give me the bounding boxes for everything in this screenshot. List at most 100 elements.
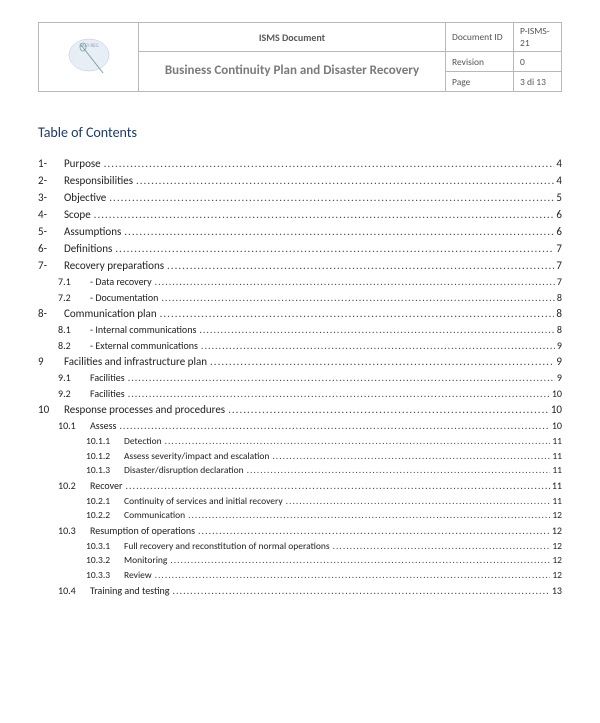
toc-label: - Data recovery: [86, 274, 152, 290]
toc-leader-dots: [196, 322, 555, 338]
toc-page-number: 8: [555, 322, 562, 338]
toc-label: Facilities and infrastructure plan: [60, 353, 207, 370]
toc-leader-dots: [170, 583, 550, 599]
toc-page-number: 4: [554, 172, 562, 189]
toc-entry: 10.1.2Assess severity/impact and escalat…: [38, 449, 562, 464]
toc-page-number: 6: [554, 206, 562, 223]
logo-cell: EASY REG: [39, 23, 139, 92]
toc-page-number: 8: [555, 290, 562, 306]
toc-entry: 7-Recovery preparations 7: [38, 257, 562, 274]
toc-number: 10.2.1: [86, 494, 120, 509]
document-header-table: EASY REG ISMS Document Document ID P-ISM…: [38, 22, 562, 92]
toc-number: 10.1.1: [86, 434, 120, 449]
toc-page-number: 11: [550, 494, 562, 509]
toc-label: Assumptions: [60, 223, 121, 240]
toc-label: Response processes and procedures: [60, 401, 225, 418]
toc-page-number: 5: [554, 189, 562, 206]
page-value: 3 di 13: [514, 72, 562, 92]
toc-page-number: 6: [554, 223, 562, 240]
toc-page-number: 12: [550, 508, 562, 523]
toc-entry: 5-Assumptions6: [38, 223, 562, 240]
toc-page-number: 8: [554, 305, 562, 322]
toc-label: Communication plan: [60, 305, 157, 322]
page-label: Page: [446, 72, 514, 92]
toc-number: 7.1: [58, 274, 86, 290]
toc-label: Purpose: [60, 155, 101, 172]
toc-number: 10.3.2: [86, 553, 120, 568]
toc-page-number: 11: [550, 434, 562, 449]
toc-leader-dots: [167, 553, 550, 568]
toc-page-number: 12: [550, 553, 562, 568]
toc-label: Recovery preparations: [60, 257, 164, 274]
toc-number: 10.4: [58, 583, 86, 599]
toc-leader-dots: [283, 494, 551, 509]
toc-entry: 2-Responsibilities4: [38, 172, 562, 189]
toc-label: Objective: [60, 189, 106, 206]
toc-page-number: 13: [550, 583, 562, 599]
toc-entry: 3-Objective5: [38, 189, 562, 206]
toc-entry: 10.1.3Disaster/disruption declaration11: [38, 463, 562, 478]
toc-number: 10.2: [58, 478, 86, 494]
toc-title: Table of Contents: [38, 124, 562, 141]
toc-entry: 10.3Resumption of operations12: [38, 523, 562, 539]
docid-value: P-ISMS-21: [514, 23, 562, 52]
toc-label: Definitions: [60, 240, 112, 257]
toc-page-number: 12: [550, 539, 562, 554]
toc-leader-dots: [158, 290, 555, 306]
toc-leader-dots: [123, 478, 550, 494]
toc-leader-dots: [162, 434, 551, 449]
toc-label: Responsibilities: [60, 172, 133, 189]
toc-number: 10.3.3: [86, 568, 120, 583]
toc-entry: 7.2- Documentation 8: [38, 290, 562, 306]
toc-leader-dots: [195, 523, 550, 539]
toc-page-number: 9: [554, 353, 562, 370]
toc-page-number: 10: [550, 386, 562, 402]
logo-icon: EASY REG: [59, 33, 119, 81]
toc-leader-dots: [185, 508, 550, 523]
toc-leader-dots: [164, 257, 554, 274]
toc-leader-dots: [106, 189, 554, 206]
toc-label: - Documentation: [86, 290, 158, 306]
toc-entry: 10.1.1Detection11: [38, 434, 562, 449]
toc-page-number: 7: [554, 240, 562, 257]
toc-leader-dots: [152, 274, 555, 290]
toc-leader-dots: [91, 206, 555, 223]
toc-entry: 10.4Training and testing13: [38, 583, 562, 599]
toc-number: 10: [38, 401, 60, 418]
isms-label: ISMS Document: [139, 23, 446, 52]
toc-label: Assess: [86, 418, 116, 434]
toc-number: 10.2.2: [86, 508, 120, 523]
toc-number: 10.1.3: [86, 463, 120, 478]
table-of-contents: 1-Purpose42-Responsibilities43-Objective…: [38, 155, 562, 598]
toc-label: Disaster/disruption declaration: [120, 463, 244, 478]
toc-label: Review: [120, 568, 152, 583]
toc-label: Continuity of services and initial recov…: [120, 494, 283, 509]
toc-label: Communication: [120, 508, 185, 523]
toc-number: 9.2: [58, 386, 86, 402]
toc-number: 8-: [38, 305, 60, 322]
toc-leader-dots: [101, 155, 555, 172]
toc-page-number: 11: [550, 478, 562, 494]
toc-label: Monitoring: [120, 553, 167, 568]
toc-page-number: 11: [550, 449, 562, 464]
toc-page-number: 4: [554, 155, 562, 172]
toc-number: 7-: [38, 257, 60, 274]
toc-entry: 9.1Facilities9: [38, 370, 562, 386]
toc-page-number: 10: [549, 401, 562, 418]
toc-number: 7.2: [58, 290, 86, 306]
toc-leader-dots: [244, 463, 551, 478]
toc-label: - External communications: [86, 338, 198, 354]
toc-leader-dots: [125, 386, 550, 402]
document-title: Business Continuity Plan and Disaster Re…: [139, 52, 446, 92]
toc-entry: 8-Communication plan 8: [38, 305, 562, 322]
toc-page-number: 7: [554, 257, 562, 274]
docid-label: Document ID: [446, 23, 514, 52]
toc-number: 1-: [38, 155, 60, 172]
toc-label: Facilities: [86, 386, 125, 402]
toc-leader-dots: [157, 305, 555, 322]
toc-entry: 8.2- External communications9: [38, 338, 562, 354]
revision-value: 0: [514, 52, 562, 72]
toc-entry: 10.3.2Monitoring 12: [38, 553, 562, 568]
toc-number: 8.1: [58, 322, 86, 338]
document-page: EASY REG ISMS Document Document ID P-ISM…: [0, 0, 600, 618]
